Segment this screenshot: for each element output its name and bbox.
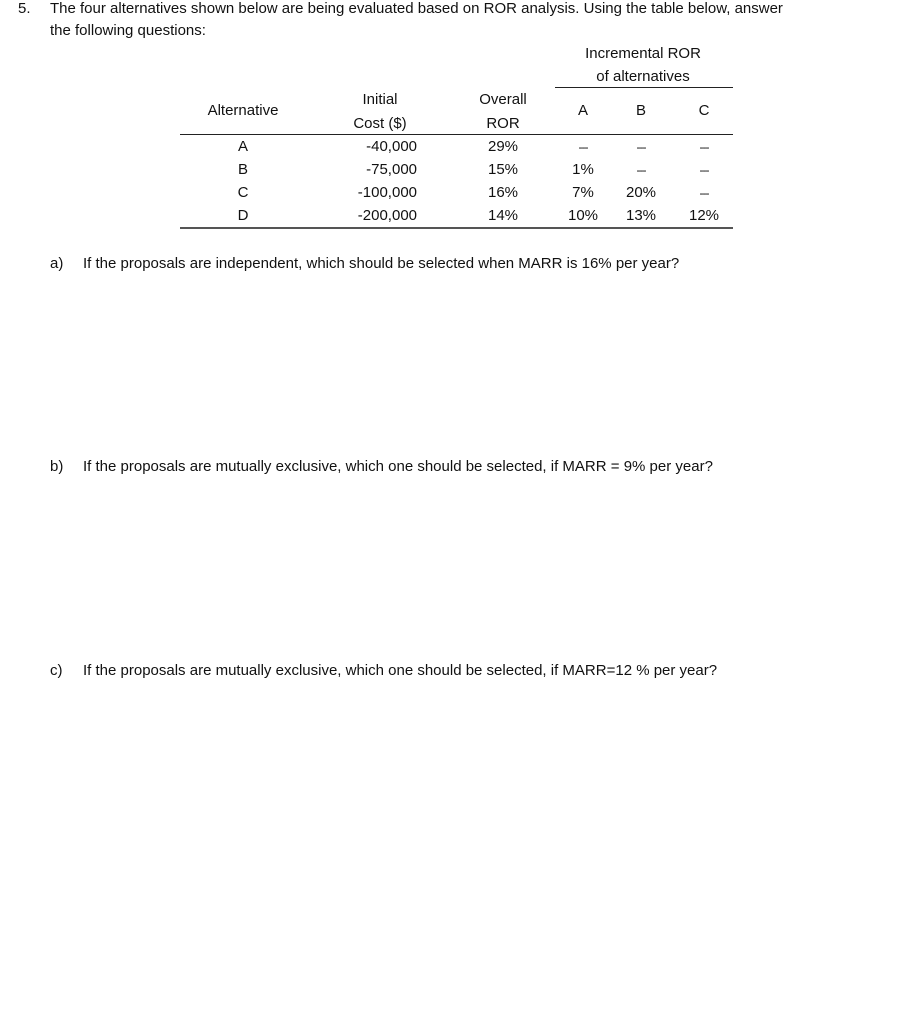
cell-cost: -100,000 xyxy=(357,184,417,201)
cell-cost: -40,000 xyxy=(366,138,417,155)
header-ror-line2: ROR xyxy=(486,115,520,132)
group-header-rule xyxy=(555,87,733,88)
group-header-line2: of alternatives xyxy=(596,68,690,85)
question-intro-line1: The four alternatives shown below are be… xyxy=(50,0,783,17)
header-cost-line1: Initial xyxy=(362,91,398,108)
cell-alt: A xyxy=(237,138,249,155)
subquestion-label: b) xyxy=(50,458,64,475)
cell-c: --- xyxy=(699,186,710,200)
group-header-line1: Incremental ROR xyxy=(585,45,701,62)
cell-cost: -200,000 xyxy=(357,207,417,224)
question-intro-line2: the following questions: xyxy=(50,22,206,39)
header-cost-line2: Cost ($) xyxy=(353,115,407,132)
cell-alt: B xyxy=(237,161,249,178)
cell-alt: D xyxy=(237,207,249,224)
header-alternative: Alternative xyxy=(207,102,279,119)
header-inc-b: B xyxy=(635,102,647,119)
cell-ror: 14% xyxy=(487,207,519,224)
cell-ror: 16% xyxy=(487,184,519,201)
header-rule xyxy=(180,134,733,135)
header-inc-a: A xyxy=(577,102,589,119)
question-number: 5. xyxy=(18,0,31,17)
cell-a: --- xyxy=(578,140,589,154)
cell-c: 12% xyxy=(688,207,720,224)
cell-a: 1% xyxy=(572,161,594,178)
cell-a: 7% xyxy=(572,184,594,201)
cell-c: --- xyxy=(699,140,710,154)
subquestion-label: a) xyxy=(50,255,64,272)
subquestion-text: If the proposals are independent, which … xyxy=(83,255,680,272)
cell-alt: C xyxy=(237,184,249,201)
cell-ror: 15% xyxy=(487,161,519,178)
cell-b: 13% xyxy=(625,207,657,224)
cell-cost: -75,000 xyxy=(366,161,417,178)
subquestion-text: If the proposals are mutually exclusive,… xyxy=(83,662,718,679)
cell-ror: 29% xyxy=(487,138,519,155)
subquestion-text: If the proposals are mutually exclusive,… xyxy=(83,458,713,475)
header-inc-c: C xyxy=(698,102,710,119)
cell-c: --- xyxy=(699,163,710,177)
cell-b: --- xyxy=(636,140,647,154)
table-bottom-rule xyxy=(180,227,733,229)
cell-a: 10% xyxy=(567,207,599,224)
cell-b: 20% xyxy=(625,184,657,201)
subquestion-label: c) xyxy=(50,662,63,679)
header-ror-line1: Overall xyxy=(479,91,527,108)
cell-b: --- xyxy=(636,163,647,177)
